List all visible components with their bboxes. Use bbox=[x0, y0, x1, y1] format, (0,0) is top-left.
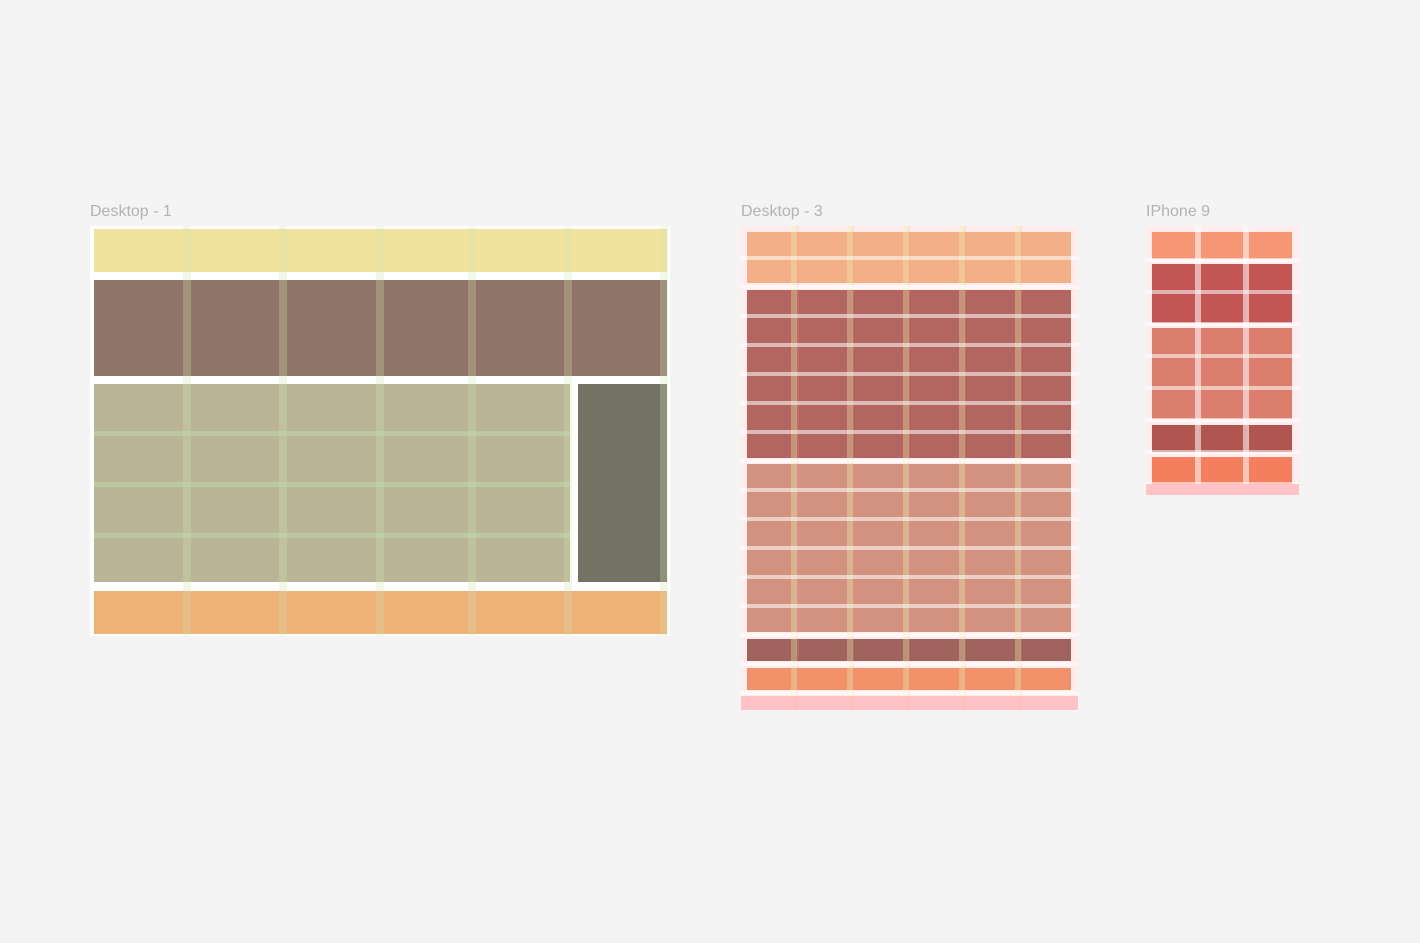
main-content-block[interactable] bbox=[1152, 328, 1292, 419]
frame-label-iphone-9[interactable]: IPhone 9 bbox=[1146, 203, 1211, 220]
frame-iphone-9[interactable] bbox=[1146, 226, 1299, 495]
frame-label-desktop-3[interactable]: Desktop - 3 bbox=[741, 203, 823, 220]
grid-guide bbox=[741, 696, 1078, 710]
hero-block[interactable] bbox=[747, 290, 1071, 458]
grid-guide bbox=[741, 662, 1078, 666]
grid-guide bbox=[741, 285, 1078, 289]
grid-guide bbox=[741, 459, 1078, 463]
footer-block[interactable] bbox=[1152, 457, 1292, 484]
header-block[interactable] bbox=[94, 229, 667, 272]
header-block[interactable] bbox=[747, 232, 1071, 283]
main-content-block[interactable] bbox=[94, 384, 570, 582]
hero-block[interactable] bbox=[1152, 264, 1292, 323]
grid-guide bbox=[741, 633, 1078, 637]
frame-label-desktop-1[interactable]: Desktop - 1 bbox=[90, 203, 172, 220]
grid-guide bbox=[1146, 484, 1299, 495]
header-block[interactable] bbox=[1152, 232, 1292, 259]
sidebar-block[interactable] bbox=[578, 384, 667, 582]
sidebar-block[interactable] bbox=[1152, 425, 1292, 452]
footer-block[interactable] bbox=[747, 668, 1071, 690]
footer-block[interactable] bbox=[94, 591, 667, 634]
frame-desktop-3[interactable] bbox=[741, 226, 1078, 710]
main-content-block[interactable] bbox=[747, 464, 1071, 632]
sidebar-block[interactable] bbox=[747, 639, 1071, 661]
grid-guide bbox=[741, 691, 1078, 695]
hero-block[interactable] bbox=[94, 280, 667, 376]
frame-desktop-1[interactable] bbox=[90, 226, 670, 636]
